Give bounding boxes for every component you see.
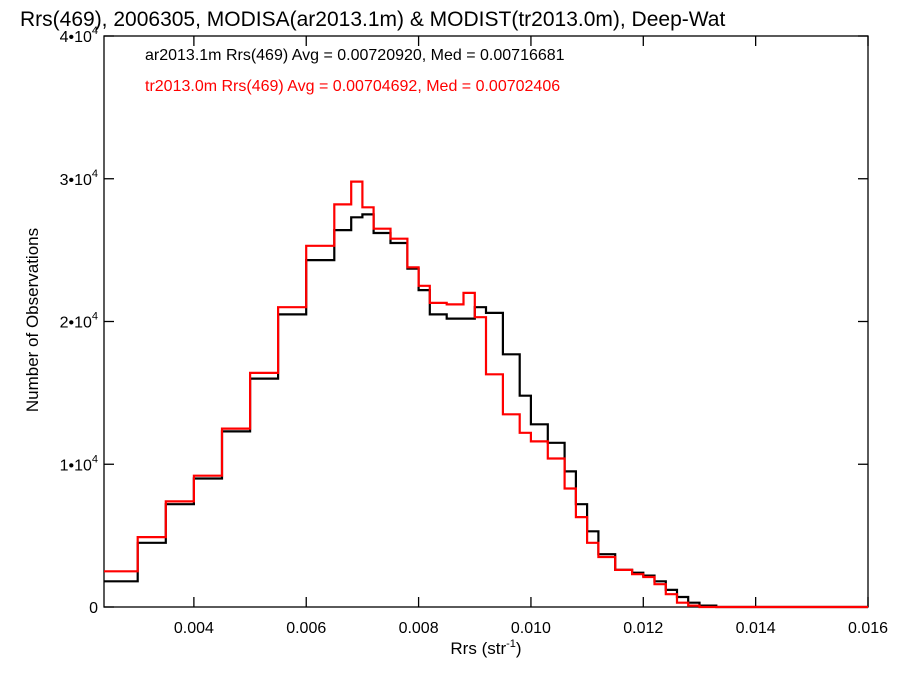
x-tick-label: 0.014	[736, 620, 776, 637]
x-axis-label: Rrs (str-1)	[450, 638, 521, 658]
y-tick-label: 4•104	[60, 25, 98, 46]
x-axis-label-close: )	[516, 639, 522, 658]
series-line-tr2013	[104, 180, 868, 609]
series-line-ar2013	[104, 213, 868, 609]
x-tick-label: 0.004	[174, 620, 214, 637]
x-tick-label: 0.016	[848, 620, 888, 637]
x-tick-label: 0.006	[286, 620, 326, 637]
legend-entry-tr2013: tr2013.0m Rrs(469) Avg = 0.00704692, Med…	[145, 78, 560, 95]
y-tick-label: 3•104	[60, 168, 98, 189]
y-tick-label: 0	[89, 600, 98, 617]
y-tick-label: 1•104	[60, 453, 98, 474]
x-tick-label: 0.008	[399, 620, 439, 637]
x-axis-ticks: 0.004 0.006 0.008 0.010 0.012 0.014 0.016	[174, 36, 888, 637]
x-axis-label-exponent: -1	[506, 638, 516, 650]
series-layer	[104, 180, 868, 609]
y-axis-label: Number of Observations	[23, 228, 42, 412]
x-tick-label: 0.010	[511, 620, 551, 637]
y-axis-ticks: 0 1•104 2•104 3•104 4•104	[60, 25, 868, 617]
y-tick-label: 2•104	[60, 311, 98, 332]
chart-title: Rrs(469), 2006305, MODISA(ar2013.1m) & M…	[20, 8, 725, 31]
x-axis-label-text: Rrs (str	[450, 639, 506, 658]
legend-entry-ar2013: ar2013.1m Rrs(469) Avg = 0.00720920, Med…	[145, 47, 565, 64]
x-tick-label: 0.012	[623, 620, 663, 637]
